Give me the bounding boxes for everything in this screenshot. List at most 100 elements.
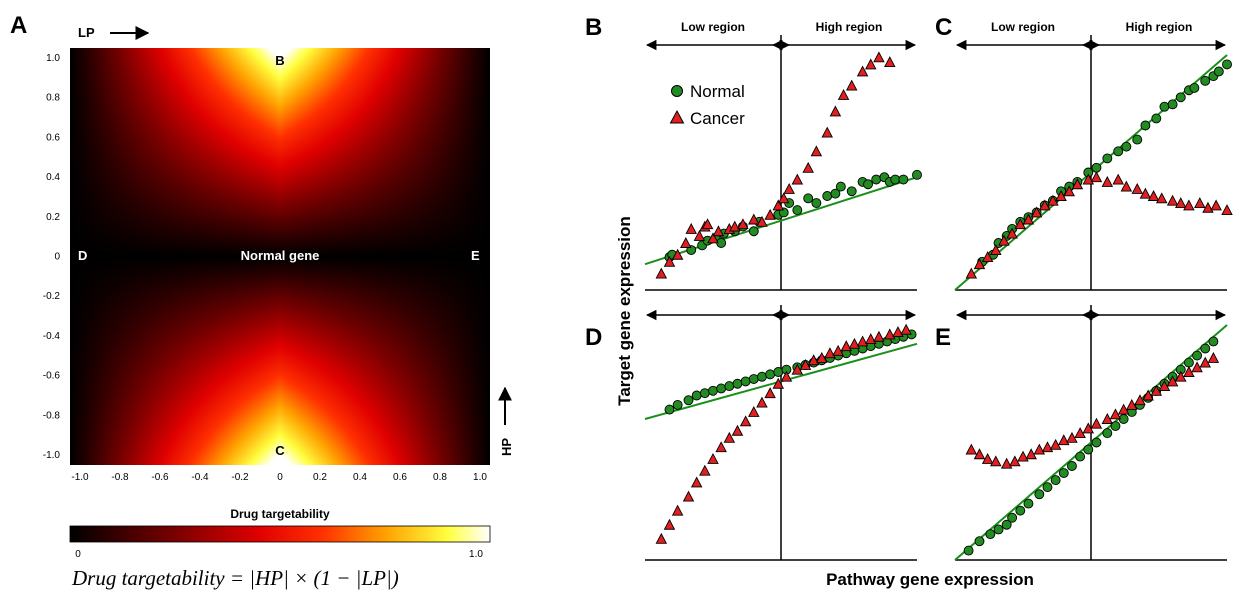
normal-point: [963, 545, 974, 556]
cancer-point: [671, 248, 684, 260]
cancer-point: [1047, 194, 1059, 206]
legend-normal-marker: [671, 85, 683, 97]
cancer-point: [748, 213, 760, 225]
legend: Normal Cancer: [669, 82, 745, 128]
cancer-point: [756, 396, 768, 408]
cancer-point: [1014, 218, 1027, 230]
heatmap-canvas-wrap: [70, 48, 490, 465]
cancer-point: [807, 354, 820, 366]
cancer-point: [1147, 190, 1160, 201]
normal-point: [691, 390, 702, 401]
cancer-point: [856, 65, 869, 77]
cancer-point: [772, 377, 785, 389]
y-tick-label: -0.4: [43, 331, 61, 342]
cancer-point: [965, 443, 978, 455]
normal-point: [1102, 153, 1113, 164]
y-tick-label: 0.4: [46, 172, 60, 183]
normal-point: [1083, 444, 1094, 455]
cancer-point: [690, 476, 703, 488]
cancer-point: [821, 126, 833, 138]
normal-point: [1200, 75, 1211, 86]
panel-letter-e: E: [935, 324, 951, 351]
normal-point: [732, 378, 743, 389]
normal-point: [1067, 461, 1077, 471]
normal-point: [1050, 475, 1061, 486]
cancer-point: [1101, 175, 1114, 187]
cancer-point: [1126, 398, 1138, 410]
cancer-point: [1039, 199, 1051, 211]
cancer-point: [892, 326, 904, 337]
normal-point: [757, 371, 767, 382]
normal-point: [871, 174, 882, 185]
normal-point: [993, 524, 1004, 535]
x-tick-label: -0.8: [111, 472, 129, 483]
colorbar-min: 0: [75, 549, 81, 560]
cancer-point: [764, 208, 776, 220]
cancer-point: [663, 255, 676, 267]
heatmap-image: [70, 48, 490, 465]
normal-point: [773, 367, 784, 377]
cancer-point: [1199, 356, 1211, 368]
scatter-panels: B Low region High region C Low region High re…: [585, 14, 1233, 561]
normal-point: [974, 536, 985, 547]
heatmap-panel: A LP -1.0 -0.8 -0.6 -0.4 -0.2 0 0.2 0.4 0.6 0.8 1.…: [10, 12, 514, 590]
cancer-point: [865, 58, 877, 70]
cancer-point: [1066, 431, 1078, 443]
cancer-point: [693, 229, 706, 241]
normal-point: [1110, 421, 1121, 431]
cancer-point: [1022, 213, 1035, 225]
cancer-point: [739, 415, 752, 427]
normal-point: [1058, 468, 1069, 478]
lp-axis-label: LP: [78, 25, 95, 40]
cancer-point: [810, 145, 823, 157]
cancer-point: [1090, 417, 1103, 429]
y-tick-label: 0.8: [46, 93, 60, 104]
x-tick-label: -0.4: [191, 472, 209, 483]
cancer-point: [1009, 455, 1021, 467]
cancer-point: [816, 351, 828, 363]
normal-point: [1192, 350, 1203, 361]
normal-point: [672, 399, 683, 410]
normal-point: [830, 188, 841, 199]
normal-point: [1034, 489, 1045, 500]
x-tick-label: -0.6: [151, 472, 169, 483]
cancer-point: [682, 490, 695, 502]
cancer-point: [1166, 375, 1179, 387]
x-tick-label: 0.8: [433, 472, 447, 483]
heatmap-point-b: B: [275, 53, 284, 68]
normal-point: [1113, 146, 1124, 157]
legend-normal-label: Normal: [690, 82, 745, 101]
cancer-point: [1117, 403, 1130, 415]
y-tick-label: -0.8: [43, 410, 61, 421]
cancer-point: [1150, 384, 1163, 396]
normal-point: [1091, 162, 1102, 173]
cancer-point: [764, 387, 776, 399]
x-tick-label: -0.2: [231, 472, 249, 483]
cancer-point: [1006, 227, 1018, 239]
normal-point: [708, 385, 718, 396]
cancer-point: [680, 237, 692, 248]
cancer-point: [981, 251, 994, 263]
cancer-point: [1071, 178, 1084, 190]
cancer-point: [707, 452, 719, 464]
cancer-point: [1202, 201, 1214, 213]
normal-point: [1001, 519, 1012, 530]
normal-point: [1121, 141, 1132, 152]
x-axis-label: Pathway gene expression: [826, 570, 1034, 589]
cancer-point: [1175, 370, 1187, 382]
cancer-point: [712, 225, 725, 237]
cancer-point: [777, 192, 790, 204]
y-tick-label: 0.6: [46, 132, 60, 143]
normal-point: [912, 169, 922, 180]
normal-point: [1132, 134, 1143, 145]
cancer-point: [731, 424, 744, 436]
normal-point: [1175, 92, 1186, 103]
cancer-point: [900, 323, 912, 335]
cancer-point: [655, 532, 668, 544]
normal-point: [803, 193, 814, 204]
cancer-point: [799, 358, 812, 370]
cancer-point: [973, 258, 986, 270]
cancer-point: [1139, 187, 1152, 199]
cancer-point: [1207, 351, 1220, 363]
